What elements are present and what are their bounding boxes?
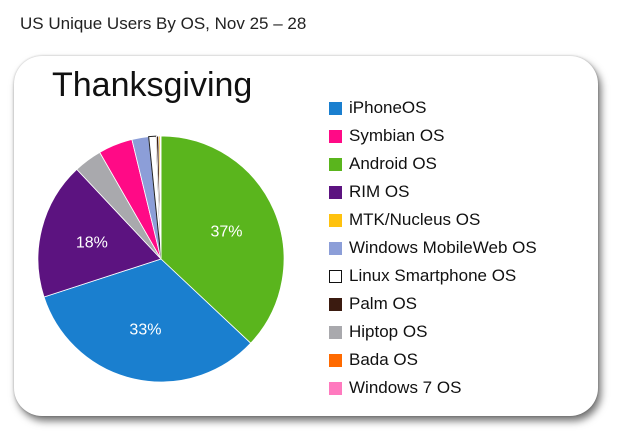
legend-swatch-palm-os — [329, 297, 342, 311]
legend-swatch-symbian-os — [329, 129, 342, 143]
legend-item-hiptop-os: Hiptop OS — [329, 318, 537, 346]
legend-swatch-bada-os — [329, 353, 342, 367]
legend-item-symbian-os: Symbian OS — [329, 122, 537, 150]
chart-legend: iPhoneOS Symbian OS Android OS RIM OS MTK/Nu… — [329, 94, 537, 402]
legend-item-android-os: Android OS — [329, 150, 537, 178]
legend-item-bada-os: Bada OS — [329, 346, 537, 374]
chart-title: Thanksgiving — [52, 66, 253, 104]
legend-item-mtk-nucleus-os: MTK/Nucleus OS — [329, 206, 537, 234]
legend-swatch-rim-os — [329, 185, 342, 199]
legend-label-android-os: Android OS — [349, 154, 437, 173]
legend-swatch-windows-7-os — [329, 381, 342, 395]
legend-item-rim-os: RIM OS — [329, 178, 537, 206]
legend-swatch-windows-mobileweb-os — [329, 241, 342, 255]
legend-swatch-android-os — [329, 157, 342, 171]
pie-label-rim-os: 18% — [76, 234, 108, 251]
legend-item-windows-mobileweb-os: Windows MobileWeb OS — [329, 234, 537, 262]
legend-swatch-hiptop-os — [329, 325, 342, 339]
legend-label-windows-7-os: Windows 7 OS — [349, 378, 462, 397]
legend-label-linux-smartphone-os: Linux Smartphone OS — [349, 266, 517, 285]
legend-item-palm-os: Palm OS — [329, 290, 537, 318]
pie-label-android-os: 37% — [210, 224, 242, 241]
pie-label-iphoneos: 33% — [129, 322, 161, 339]
legend-swatch-iphoneos — [329, 101, 342, 115]
legend-item-linux-smartphone-os: Linux Smartphone OS — [329, 262, 537, 290]
legend-label-rim-os: RIM OS — [349, 182, 410, 201]
legend-label-symbian-os: Symbian OS — [349, 126, 445, 145]
legend-item-windows-7-os: Windows 7 OS — [329, 374, 537, 402]
legend-label-palm-os: Palm OS — [349, 294, 418, 313]
pie-slice-android-os — [160, 135, 285, 344]
legend-swatch-mtk-nucleus-os — [329, 213, 342, 227]
legend-label-iphoneos: iPhoneOS — [349, 98, 427, 117]
legend-item-iphoneos: iPhoneOS — [329, 94, 537, 122]
page-title: US Unique Users By OS, Nov 25 – 28 — [20, 14, 307, 33]
legend-label-windows-mobileweb-os: Windows MobileWeb OS — [349, 238, 537, 257]
pie-slice-iphoneos — [43, 258, 252, 383]
legend-label-bada-os: Bada OS — [349, 350, 418, 369]
legend-swatch-linux-smartphone-os — [329, 269, 342, 283]
pie-slice-rim-os — [37, 168, 162, 298]
legend-label-hiptop-os: Hiptop OS — [349, 322, 428, 341]
legend-label-mtk-nucleus-os: MTK/Nucleus OS — [349, 210, 481, 229]
